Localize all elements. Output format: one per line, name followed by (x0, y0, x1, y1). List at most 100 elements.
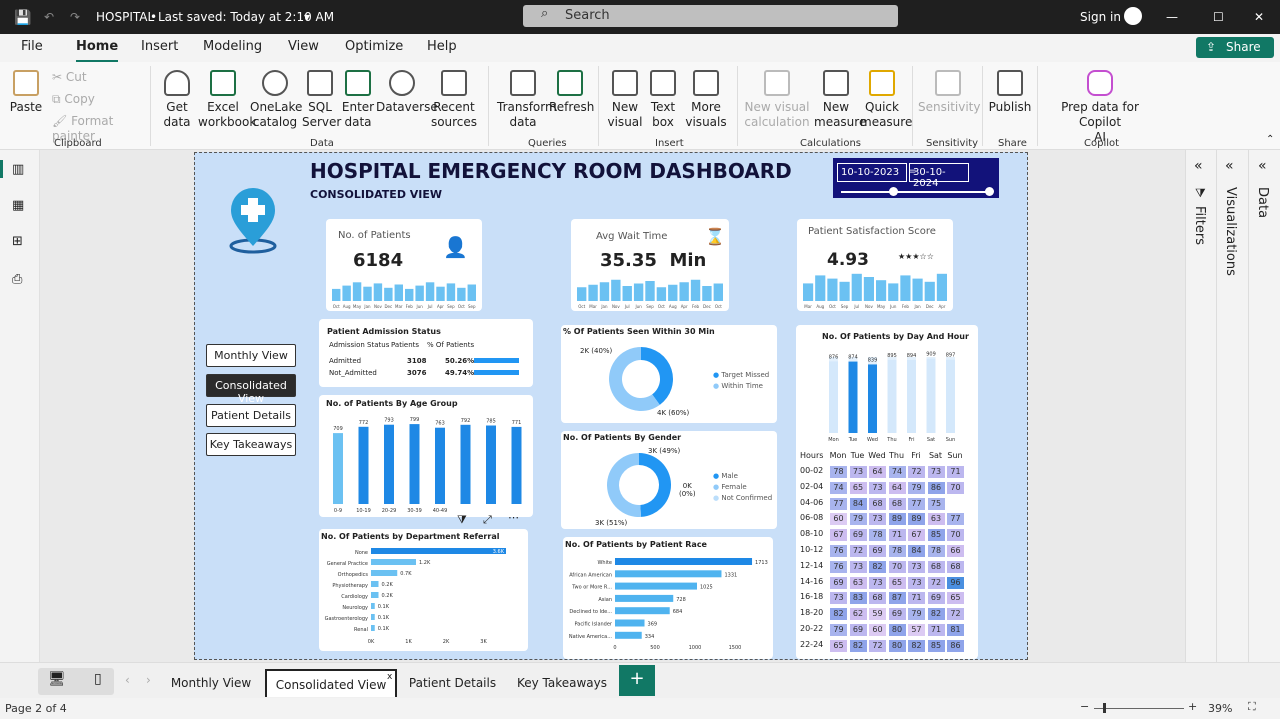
nav-consolidated-view-button[interactable]: Consolidated View (206, 374, 296, 405)
report-view-icon[interactable]: ▥ (12, 162, 25, 177)
admission-status-table[interactable]: Patient Admission Status Admission Statu… (319, 319, 533, 387)
data-pane-tab[interactable]: Data (1255, 187, 1270, 219)
minimize-icon[interactable]: — (1166, 10, 1178, 24)
dept-chart-title: No. Of Patients by Department Referral (321, 532, 500, 541)
focus-mode-icon[interactable]: ⤢ (483, 513, 492, 526)
new-visual-button[interactable]: New visual (606, 70, 644, 130)
date-slicer[interactable]: 10-10-2023 = 30-10-2024 (833, 158, 999, 198)
race-chart[interactable]: No. Of Patients by Patient Race White 171… (563, 537, 773, 659)
collapse-filters-icon[interactable]: « (1194, 158, 1203, 174)
visualizations-pane-tab[interactable]: Visualizations (1223, 187, 1238, 276)
share-button[interactable]: ⇪ Share ⌄ (1196, 37, 1274, 68)
maximize-icon[interactable]: ☐ (1213, 10, 1224, 24)
publish-button[interactable]: Publish (988, 70, 1032, 115)
kpi-wait-time-card[interactable]: Avg Wait Time 35.35 Min ⌛ Oct Mar Jan Nov Ju… (571, 219, 729, 311)
more-options-icon[interactable]: ⋯ (508, 511, 519, 524)
zoom-in-icon[interactable]: + (1188, 700, 1198, 713)
kpi-patients-card[interactable]: No. of Patients 6184 👤 Oct Aug May Jan Nov De… (326, 219, 482, 311)
quick-measure-button[interactable]: Quick measure (860, 70, 912, 130)
new-visual-calculation-button[interactable]: New visual calculation (742, 70, 812, 130)
undo-icon[interactable]: ↶ (44, 10, 55, 24)
close-icon[interactable]: ✕ (1254, 10, 1265, 24)
seen-within-30-chart[interactable]: % Of Patients Seen Within 30 Min 2K (40%… (561, 325, 777, 423)
sql-server-button[interactable]: SQL Server (302, 70, 341, 130)
menu-optimize[interactable]: Optimize (345, 39, 404, 54)
next-page-icon[interactable]: › (146, 673, 151, 687)
prep-data-copilot-button[interactable]: Prep data for Copilot AI (1044, 70, 1156, 145)
nav-monthly-view-button[interactable]: Monthly View (206, 344, 296, 367)
table-view-icon[interactable]: ▦ (12, 198, 25, 213)
dept-data-label: 0.2K (382, 582, 394, 588)
menu-home[interactable]: Home (76, 39, 119, 63)
age-group-chart[interactable]: No. of Patients By Age Group 709 0-9 772 10… (319, 395, 533, 517)
collapse-visualizations-icon[interactable]: « (1225, 158, 1234, 174)
publish-icon (997, 70, 1023, 96)
age-data-label: 792 (461, 418, 471, 424)
collapse-data-icon[interactable]: « (1258, 158, 1267, 174)
menu-view[interactable]: View (288, 39, 319, 54)
kpi-satisfaction-card[interactable]: Patient Satisfaction Score 4.93 ★★★☆☆ Ma… (797, 219, 953, 311)
spark-bar (803, 283, 814, 301)
recent-sources-button[interactable]: Recent sources (428, 70, 480, 130)
dax-query-icon[interactable]: ⎙ (12, 272, 23, 287)
date-slider-handle-start[interactable] (889, 187, 898, 196)
cut-button[interactable]: ✂ Cut (52, 70, 87, 84)
zoom-out-icon[interactable]: − (1080, 700, 1090, 713)
zoom-slider-thumb[interactable] (1103, 703, 1106, 713)
excel-button[interactable]: Excel workbook (198, 70, 256, 130)
donut-slice (639, 453, 672, 517)
menu-help[interactable]: Help (427, 39, 457, 54)
nav-key-takeaways-button[interactable]: Key Takeaways (206, 433, 296, 456)
menu-modeling[interactable]: Modeling (203, 39, 263, 54)
menu-insert[interactable]: Insert (141, 39, 179, 54)
sign-in-link[interactable]: Sign in (1080, 10, 1121, 24)
filters-pane-tab[interactable]: Filters (1192, 206, 1207, 245)
paste-button[interactable]: Paste (8, 70, 44, 115)
desktop-layout-icon[interactable]: 🖥 (48, 671, 66, 687)
more-visuals-button[interactable]: More visuals (682, 70, 730, 130)
spark-tick-label: May (877, 304, 886, 309)
day-hour-chart[interactable]: No. Of Patients by Day And Hour 876 Mon 87… (796, 325, 978, 659)
enter-data-button[interactable]: Enter data (340, 70, 376, 130)
gender-chart[interactable]: No. Of Patients By Gender 3K (49%) 3K (5… (561, 431, 777, 529)
format-painter-button[interactable]: 🖌 Format painter (52, 114, 114, 143)
donut-slice (607, 453, 642, 517)
close-tab-icon[interactable]: x (387, 672, 393, 682)
filter-icon[interactable]: ⧩ (457, 513, 467, 526)
mobile-layout-icon[interactable]: ▯ (94, 671, 102, 687)
avatar[interactable] (1124, 7, 1142, 25)
onelake-button[interactable]: OneLake catalog (250, 70, 302, 130)
heatmap-hour-label: 12-14 (800, 560, 824, 570)
tab-patient-details[interactable]: Patient Details (408, 676, 497, 690)
nav-patient-details-button[interactable]: Patient Details (206, 404, 296, 427)
department-referral-chart[interactable]: No. Of Patients by Department Referral N… (319, 529, 528, 651)
menu-file[interactable]: File (21, 39, 43, 54)
new-measure-button[interactable]: New measure (814, 70, 866, 130)
date-from-input[interactable]: 10-10-2023 (837, 163, 907, 182)
tab-monthly-view[interactable]: Monthly View (170, 676, 252, 690)
transform-data-button[interactable]: Transform data (497, 70, 557, 130)
heatmap-cell: 60 (869, 624, 886, 636)
search-input[interactable]: ⌕ Search (523, 5, 898, 27)
heatmap-day-header: Fri (911, 451, 921, 460)
tab-consolidated-view[interactable]: Consolidated View x (265, 669, 397, 697)
chevron-up-icon[interactable]: ⌃ (1266, 134, 1275, 145)
get-data-button[interactable]: Get data (156, 70, 198, 130)
prev-page-icon[interactable]: ‹ (125, 673, 130, 687)
date-to-input[interactable]: 30-10-2024 (909, 163, 969, 189)
dataverse-button[interactable]: Dataverse (376, 70, 438, 115)
zoom-slider[interactable] (1094, 708, 1184, 709)
redo-icon[interactable]: ↷ (70, 10, 81, 24)
refresh-button[interactable]: Refresh (549, 70, 594, 115)
sensitivity-button[interactable]: Sensitivity (918, 70, 980, 115)
date-slider-handle-end[interactable] (985, 187, 994, 196)
model-view-icon[interactable]: ⊞ (12, 234, 23, 249)
spark-tick-label: Dec (384, 304, 392, 309)
tab-key-takeaways[interactable]: Key Takeaways (516, 676, 608, 690)
copy-button[interactable]: ⧉ Copy (52, 92, 95, 106)
save-icon[interactable]: 💾 (14, 10, 32, 26)
chevron-down-icon[interactable]: ▾ (304, 10, 311, 24)
text-box-button[interactable]: Text box (644, 70, 682, 130)
fit-to-page-icon[interactable]: ⛶ (1248, 700, 1256, 713)
add-page-button[interactable]: + (619, 665, 655, 696)
